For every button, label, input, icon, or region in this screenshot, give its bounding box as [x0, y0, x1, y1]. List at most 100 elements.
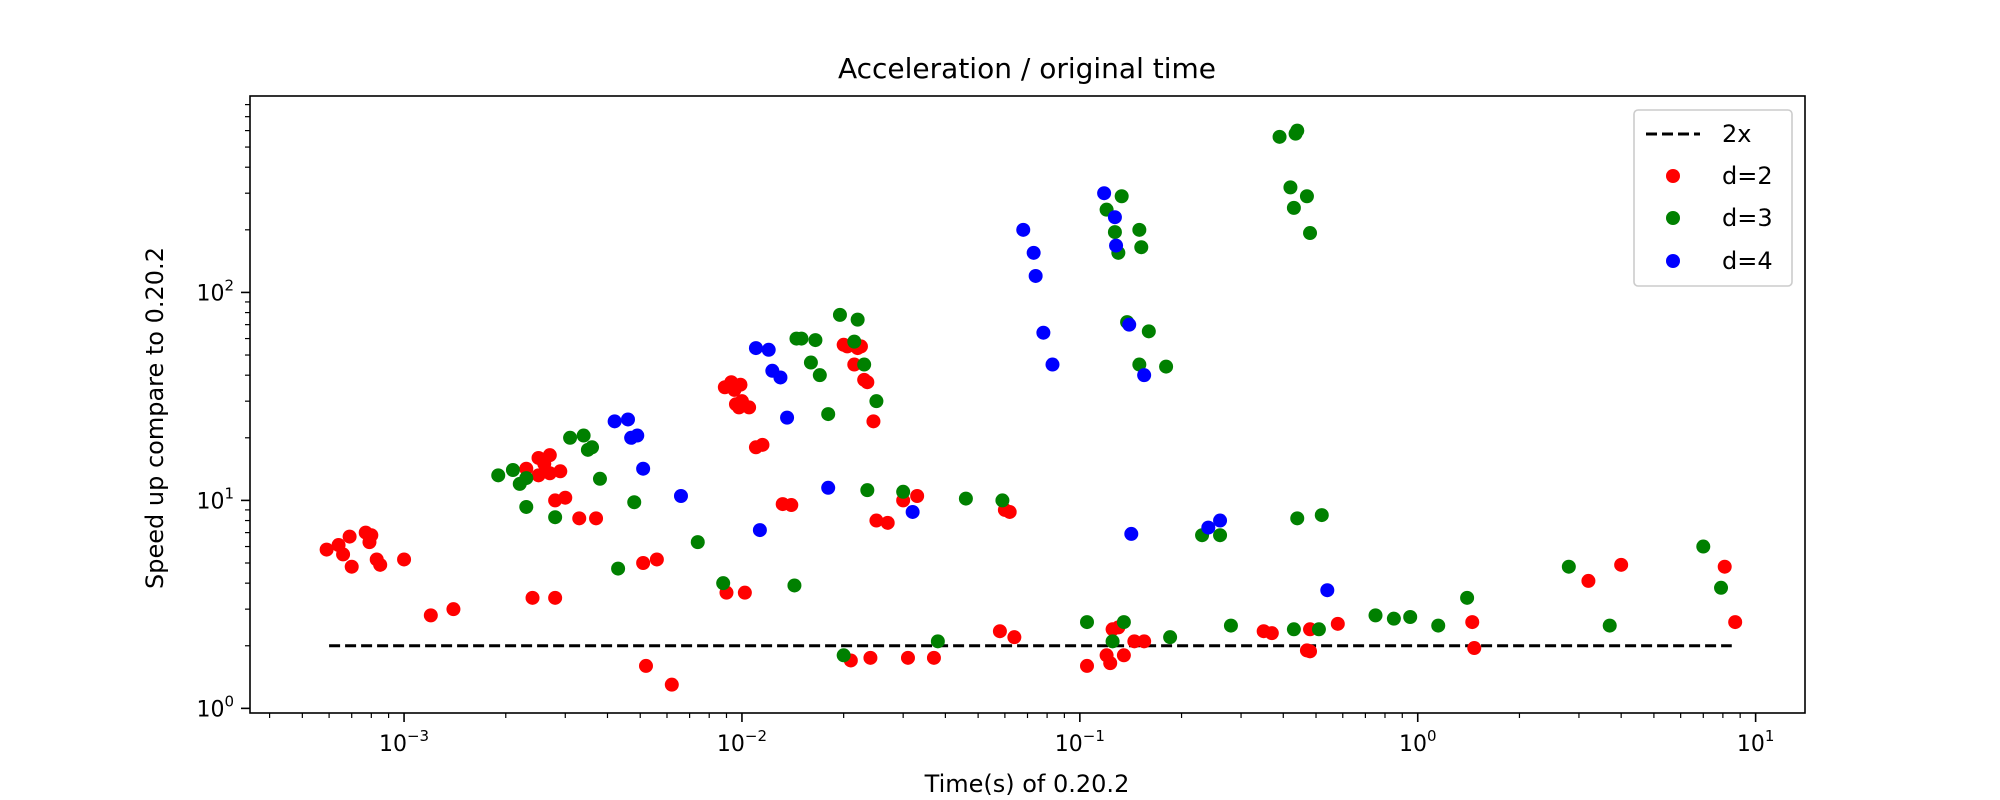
- plot-frame: [249, 95, 1806, 714]
- data-point-series-2: [1696, 539, 1711, 554]
- data-point-series-1: [572, 511, 587, 526]
- data-point-series-2: [1460, 590, 1475, 605]
- data-point-series-2: [995, 493, 1010, 508]
- data-point-series-1: [638, 658, 653, 673]
- data-point-series-1: [364, 528, 379, 543]
- data-point-series-2: [1431, 618, 1446, 633]
- data-point-series-2: [869, 394, 884, 409]
- data-point-series-2: [576, 428, 591, 443]
- data-point-series-1: [1717, 559, 1732, 574]
- data-point-series-1: [992, 624, 1007, 639]
- data-point-series-1: [649, 552, 664, 567]
- data-point-series-3: [1016, 222, 1031, 237]
- data-point-series-1: [373, 557, 388, 572]
- data-point-series-1: [1467, 641, 1482, 656]
- data-point-series-2: [1114, 189, 1129, 204]
- data-point-series-2: [585, 440, 600, 455]
- y-tick-label: 101: [196, 484, 234, 514]
- data-point-series-1: [1127, 634, 1142, 649]
- data-point-series-2: [860, 483, 875, 498]
- data-point-series-3: [630, 428, 645, 443]
- data-point-series-1: [863, 650, 878, 665]
- data-point-series-3: [773, 370, 788, 385]
- data-point-series-2: [857, 357, 872, 372]
- data-point-series-1: [525, 590, 540, 605]
- legend-label-d=2: d=2: [1722, 162, 1773, 190]
- data-point-series-3: [1097, 186, 1112, 201]
- legend-label-2x: 2x: [1722, 120, 1751, 148]
- legend-swatch-d=3: [1666, 211, 1680, 225]
- x-axis-label: Time(s) of 0.20.2: [924, 770, 1130, 798]
- data-point-series-3: [1028, 268, 1043, 283]
- data-point-series-1: [742, 400, 757, 415]
- data-point-series-1: [531, 468, 546, 483]
- data-point-series-2: [808, 333, 823, 348]
- data-point-series-1: [1465, 615, 1480, 630]
- data-point-series-2: [1314, 508, 1329, 523]
- data-point-series-3: [821, 480, 836, 495]
- axis-ticks: 10−3 10−2 10−1 100 101 100 101 102: [196, 104, 1775, 757]
- data-point-series-1: [558, 490, 573, 505]
- data-point-series-1: [1116, 648, 1131, 663]
- data-point-series-1: [733, 377, 748, 392]
- data-point-series-3: [1124, 526, 1139, 541]
- data-point-series-2: [836, 648, 851, 663]
- legend-swatch-d=2: [1666, 169, 1680, 183]
- data-point-series-2: [716, 576, 731, 591]
- x-tick-label: 10−3: [379, 727, 429, 757]
- data-point-series-1: [664, 677, 679, 692]
- data-point-series-2: [1403, 609, 1418, 624]
- data-point-series-1: [847, 357, 862, 372]
- x-tick-label: 100: [1399, 727, 1437, 757]
- legend-swatch-d=4: [1666, 254, 1680, 268]
- legend-label-d=4: d=4: [1722, 247, 1773, 275]
- data-point-series-1: [553, 464, 568, 479]
- data-point-series-1: [342, 529, 357, 544]
- y-tick-label: 102: [196, 276, 234, 306]
- data-point-series-2: [1134, 240, 1149, 255]
- data-point-series-3: [1201, 520, 1216, 535]
- data-point-series-2: [519, 499, 534, 514]
- data-point-series-1: [755, 437, 770, 452]
- data-point-series-2: [491, 468, 506, 483]
- data-point-series-3: [1137, 368, 1152, 383]
- data-point-series-2: [1107, 225, 1122, 240]
- data-point-series-2: [1272, 129, 1287, 144]
- data-point-series-2: [930, 634, 945, 649]
- data-point-series-2: [1213, 528, 1228, 543]
- data-point-series-1: [910, 488, 925, 503]
- plot-content: [319, 123, 1743, 692]
- data-point-series-2: [611, 561, 626, 576]
- x-tick-label: 10−2: [717, 727, 767, 757]
- data-point-series-2: [821, 407, 836, 422]
- data-point-series-3: [1036, 325, 1051, 340]
- data-point-series-3: [636, 461, 651, 476]
- data-point-series-2: [1714, 580, 1729, 595]
- data-point-series-2: [787, 578, 802, 593]
- data-point-series-2: [1141, 324, 1156, 339]
- data-point-series-1: [1137, 634, 1152, 649]
- x-tick-label: 101: [1737, 727, 1775, 757]
- data-point-series-3: [1045, 357, 1060, 372]
- data-point-series-3: [752, 523, 767, 538]
- data-point-series-2: [1286, 622, 1301, 637]
- data-point-series-2: [690, 535, 705, 550]
- y-tick-label: 100: [196, 692, 234, 722]
- data-point-series-1: [1007, 630, 1022, 645]
- data-point-series-1: [1330, 616, 1345, 631]
- data-point-series-3: [761, 342, 776, 357]
- data-point-series-3: [673, 488, 688, 503]
- data-point-series-1: [1614, 557, 1629, 572]
- data-point-series-2: [1159, 359, 1174, 374]
- legend: 2x d=2 d=3 d=4: [1633, 109, 1793, 287]
- data-point-series-1: [869, 513, 884, 528]
- data-point-series-2: [1079, 615, 1094, 630]
- data-point-series-1: [784, 498, 799, 513]
- data-point-series-2: [812, 368, 827, 383]
- data-point-series-1: [860, 375, 875, 390]
- legend-box: [1633, 109, 1793, 287]
- data-point-series-1: [344, 559, 359, 574]
- data-point-series-1: [1002, 504, 1017, 519]
- data-point-series-2: [1290, 123, 1305, 138]
- data-point-series-3: [620, 412, 635, 427]
